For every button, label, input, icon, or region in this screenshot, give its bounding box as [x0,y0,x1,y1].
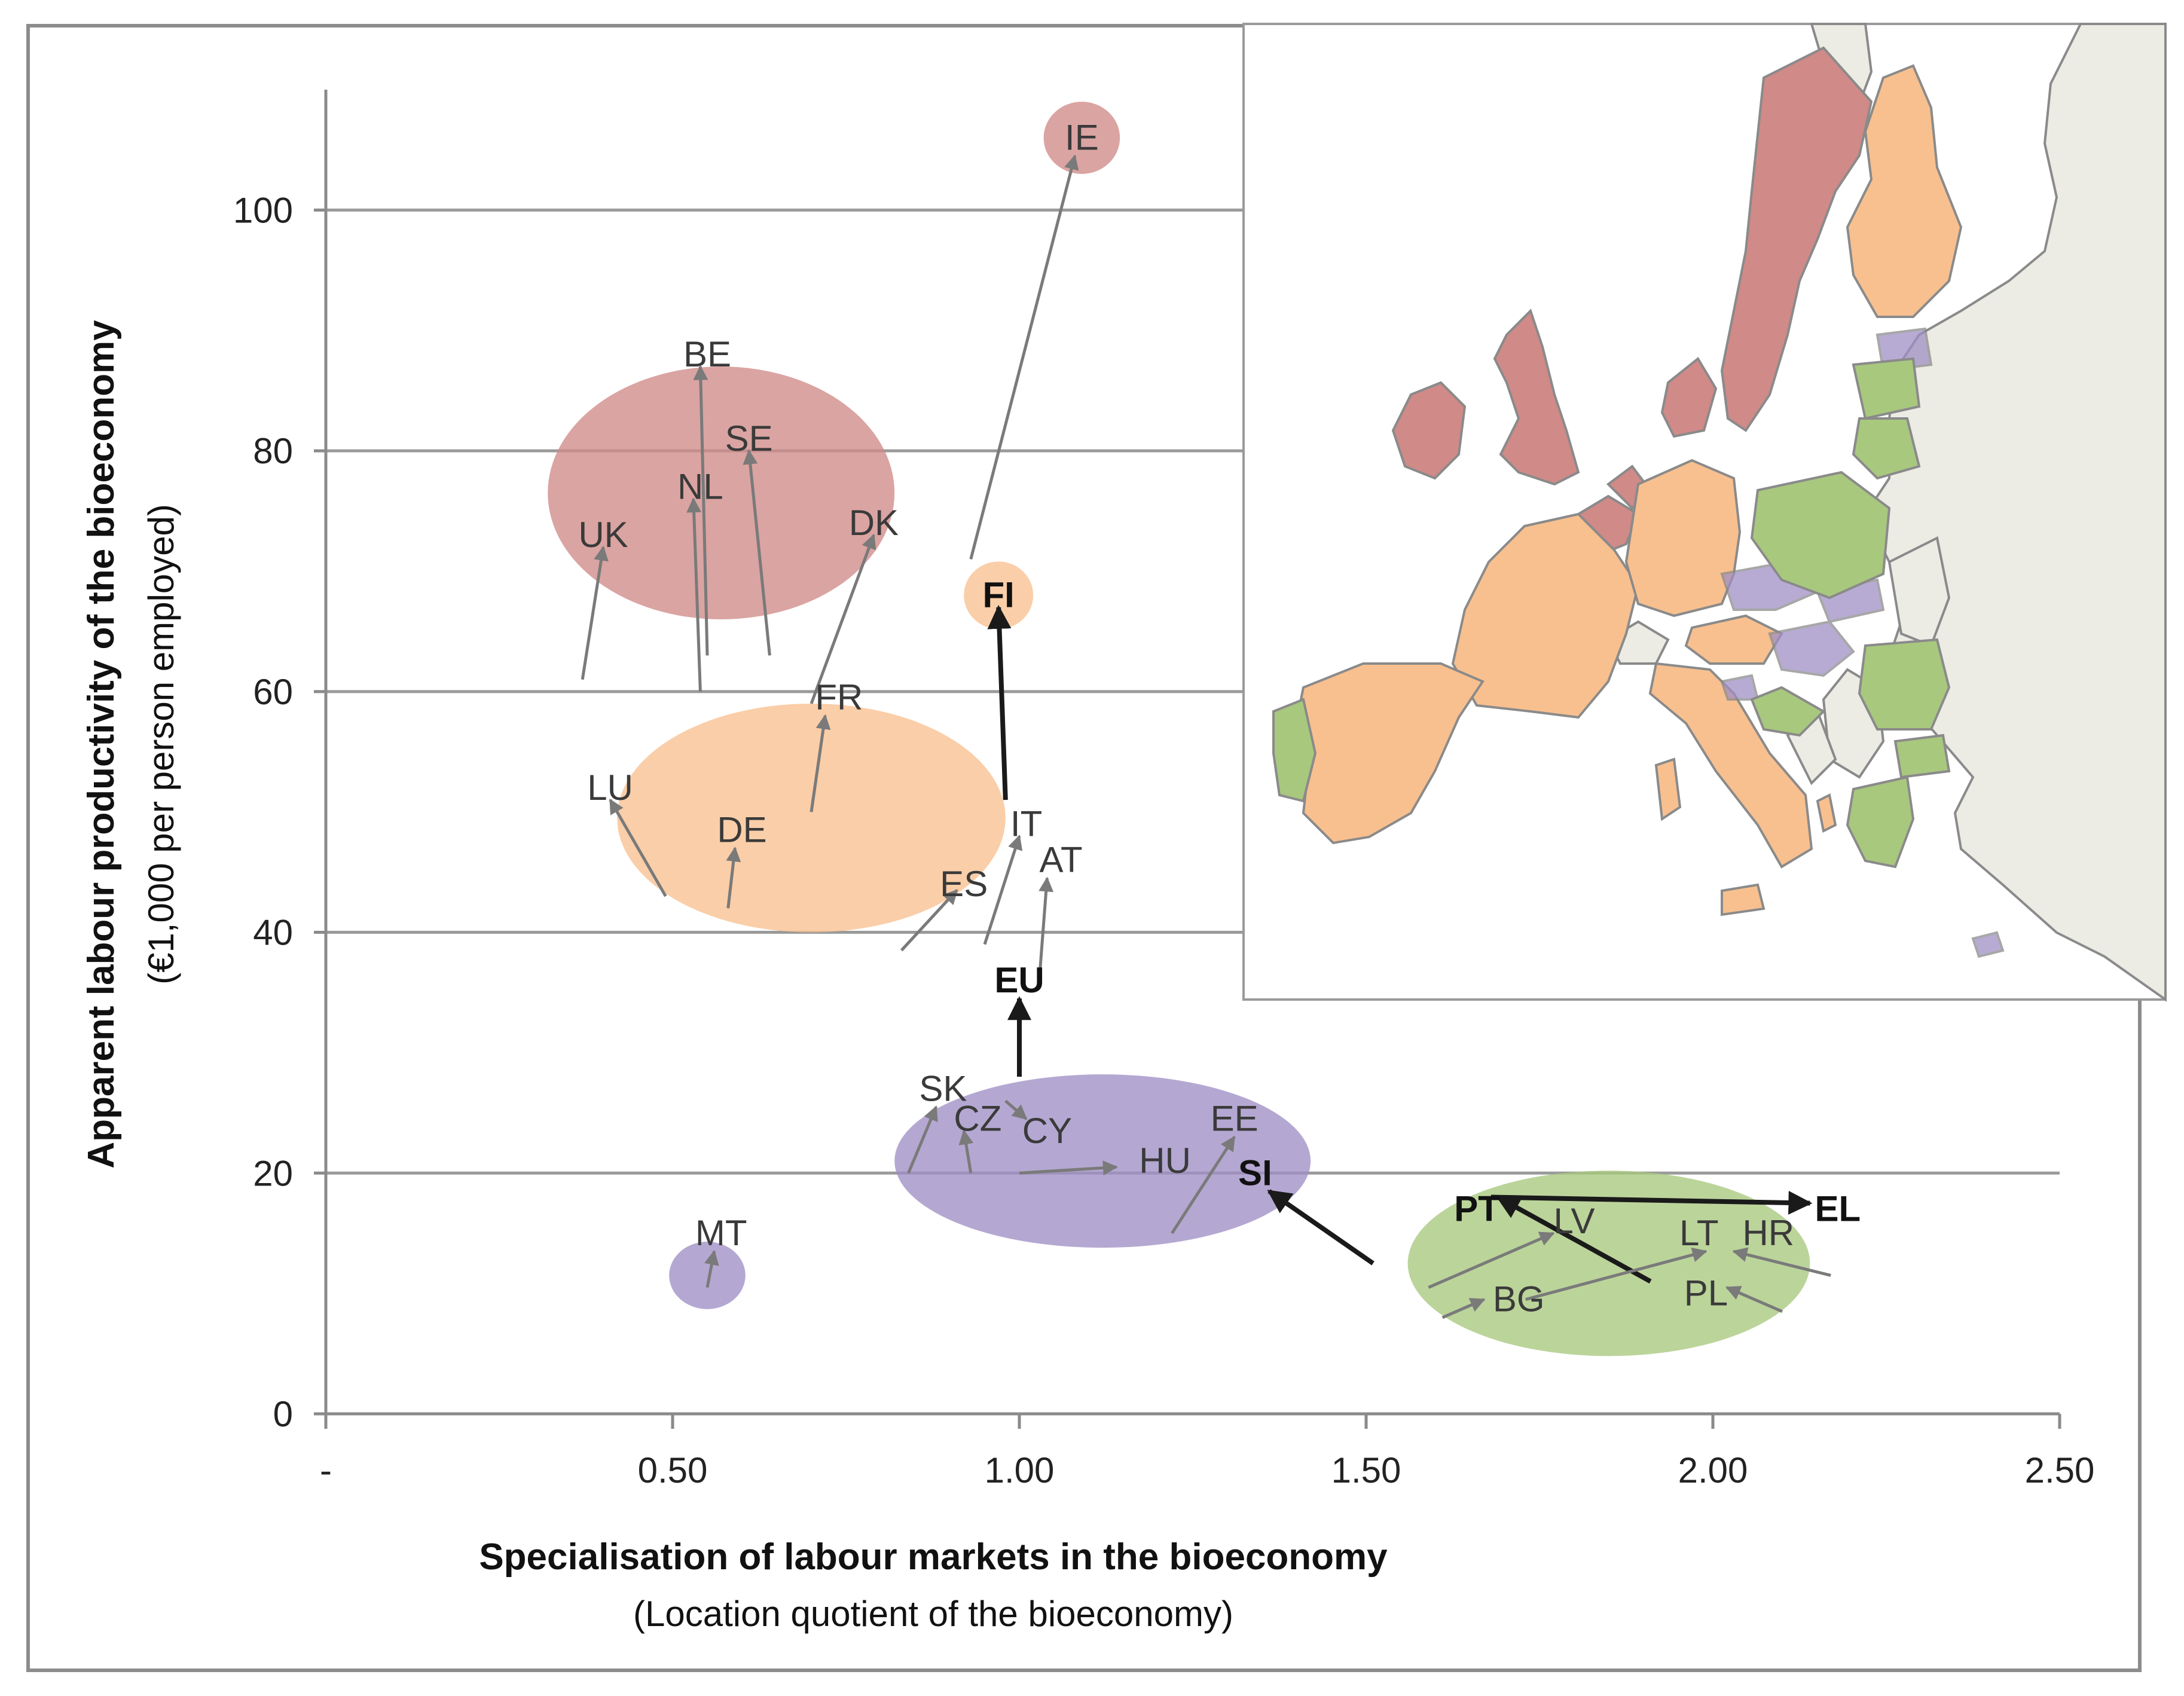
x-axis-title: Specialisation of labour markets in the … [479,1536,1388,1578]
group-ellipse-red [548,366,895,619]
arrow-it [983,835,1023,945]
country-label-si: SI [1238,1153,1272,1193]
arrow-el [1490,1190,1813,1215]
country-label-lv: LV [1554,1201,1595,1241]
arrow-sk [907,1105,938,1174]
arrow-uk [581,545,609,680]
country-label-bg: BG [1493,1279,1545,1319]
country-label-be: BE [683,334,731,374]
arrow-fi [987,604,1012,800]
arrow-lv [1428,1231,1555,1289]
country-label-se: SE [725,418,773,459]
arrow-si [1267,1189,1374,1266]
country-label-ie: IE [1065,118,1099,158]
x-tick-label: 1.50 [1331,1450,1401,1490]
orange-group-countries [1296,64,1963,916]
group-ellipse-orange [964,561,1034,629]
country-label-fr: FR [815,677,863,717]
arrow-cz [958,1129,974,1174]
y-axis-subtitle: (€1,000 per person employed) [141,504,181,985]
y-tick-label: 60 [253,672,293,712]
country-label-hu: HU [1139,1141,1191,1181]
arrow-cy [1004,1099,1028,1120]
country-label-ee: EE [1211,1099,1259,1139]
arrow-mt [704,1249,719,1288]
x-tick-label: 1.00 [985,1450,1055,1490]
y-tick-label: 80 [253,431,293,471]
arrow-es [900,889,958,952]
y-tick-label: 100 [233,190,293,230]
x-tick-label: 0.50 [638,1450,708,1490]
y-axis-title: Apparent labour productivity of the bioe… [81,320,122,1169]
country-label-lu: LU [587,768,633,808]
axes: 0 20 40 60 80 100 - 0.50 1.00 1.50 2.00 2.50 [233,90,2095,1490]
country-label-hr: HR [1742,1213,1794,1253]
country-label-pt: PT [1454,1189,1500,1229]
y-tick-label: 0 [273,1394,293,1434]
country-label-mt: MT [695,1213,747,1253]
arrow-pt [1495,1195,1652,1284]
arrow-pl [1725,1286,1783,1313]
country-label-it: IT [1010,803,1042,844]
arrow-at [1038,876,1054,969]
arrow-be [693,365,709,656]
arrow-se [743,449,771,656]
country-label-at: AT [1039,840,1082,880]
country-label-cy: CY [1022,1111,1072,1151]
arrow-ee [1171,1135,1236,1234]
x-tick-label: 2.00 [1678,1450,1748,1490]
country-label-es: ES [940,864,988,904]
x-axis-subtitle: (Location quotient of the bioeconomy) [633,1594,1233,1634]
group-ellipse-purple [669,1242,746,1309]
country-label-uk: UK [578,515,628,555]
y-tick-label: 20 [253,1153,293,1193]
country-label-lt: LT [1679,1213,1719,1253]
country-label-eu: EU [994,960,1044,1000]
x-tick-label: 2.50 [2025,1450,2095,1490]
arrow-fr [810,714,831,812]
country-label-sk: SK [919,1068,967,1108]
group-ellipse-red [1043,102,1120,174]
country-label-cz: CZ [954,1099,1001,1139]
arrow-hr [1732,1247,1831,1277]
arrow-lt [1525,1247,1708,1301]
country-label-fi: FI [983,575,1015,615]
arrow-hu [1019,1160,1118,1176]
country-label-nl: NL [677,467,723,507]
country-label-dk: DK [849,503,899,543]
country-label-pl: PL [1684,1273,1728,1313]
europe-map-inset [1242,23,2167,1002]
arrow-bg [1441,1298,1486,1319]
green-group-countries [1272,357,1951,869]
arrow-ie [969,154,1079,560]
group-ellipse-orange [617,703,1006,933]
arrow-de [726,847,741,909]
country-label-de: DE [717,809,766,849]
y-tick-label: 40 [253,913,293,953]
arrow-nl [686,497,702,692]
country-arrows [581,154,1831,1319]
arrow-dk [810,533,876,704]
country-label-el: EL [1815,1189,1861,1229]
x-tick-label: - [320,1450,332,1490]
arrow-lu [609,798,667,897]
